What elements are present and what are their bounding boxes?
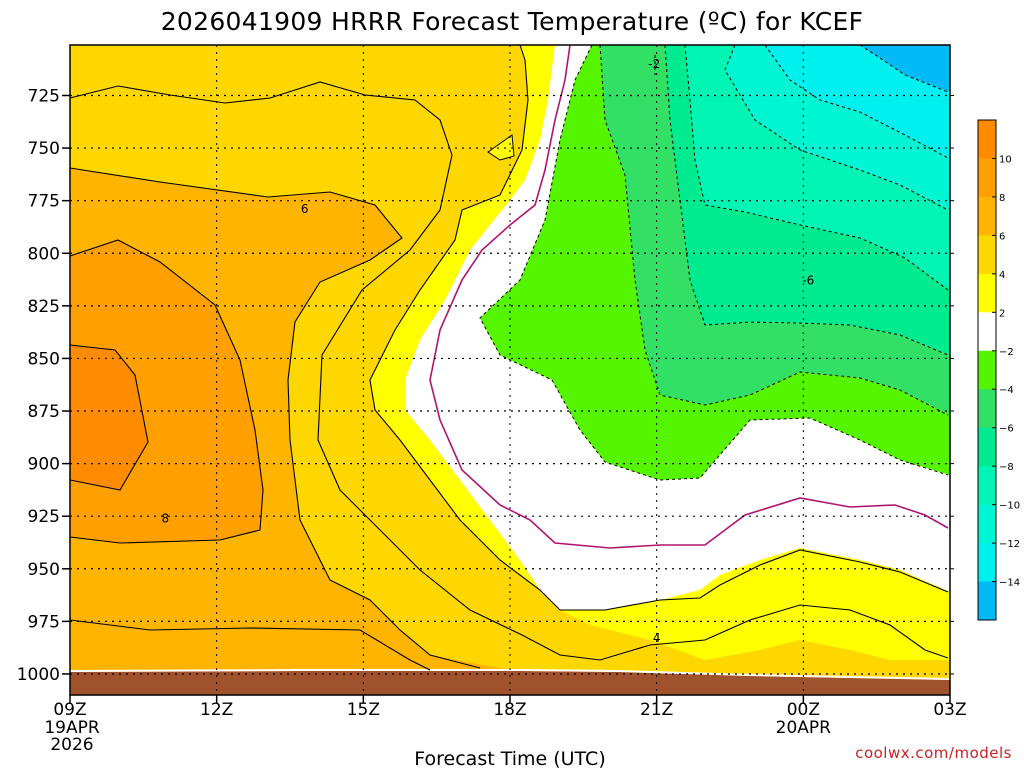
x-tick-label: 12Z <box>200 700 233 720</box>
contour-label: 6 <box>301 202 309 216</box>
colorbar-label: 6 <box>999 231 1005 242</box>
band-warm-2 <box>370 45 950 660</box>
band-warm-2-blob <box>487 134 515 161</box>
band-zero <box>405 45 950 610</box>
x-tick-label: 21Z <box>640 700 673 720</box>
contour-minus-4 <box>599 44 949 416</box>
x-axis-label: Forecast Time (UTC) <box>414 748 605 768</box>
colorbar-swatch <box>978 504 996 544</box>
contour-minus-10 <box>724 44 949 211</box>
contour-label: -6 <box>802 274 814 288</box>
band-cold-8 <box>685 45 950 290</box>
colorbar-swatch <box>978 273 996 313</box>
terrain-edge <box>69 669 951 680</box>
x-tick-sublabel: 2026 <box>50 735 93 755</box>
colorbar-border <box>977 119 997 621</box>
y-tick-label: 775 <box>28 192 60 212</box>
plot-area: 6 8 4 -6 -2 <box>69 44 951 696</box>
colorbar-label: −2 <box>999 347 1014 358</box>
colorbar-label: 2 <box>999 308 1005 319</box>
contour-label: -2 <box>648 57 660 71</box>
y-tick-label: 850 <box>28 349 60 369</box>
colorbar-swatch <box>978 466 996 506</box>
colorbar-label: −8 <box>999 462 1014 473</box>
y-tick-label: 925 <box>28 507 60 527</box>
contour-lines <box>69 44 949 671</box>
colorbar-label: −4 <box>999 385 1014 396</box>
band-cold-12 <box>765 45 950 158</box>
x-tick-label: 00Z <box>787 700 820 720</box>
x-tick-label: 15Z <box>347 700 380 720</box>
colorbar-swatch <box>978 389 996 429</box>
band-cold-4 <box>600 45 950 415</box>
colorbar-swatch <box>978 158 996 198</box>
colorbar-swatch <box>978 120 996 159</box>
band-warm-10 <box>70 345 148 490</box>
colorbar-swatch <box>978 427 996 467</box>
contour-plus-10 <box>69 344 149 491</box>
contour-plus-6-lower <box>69 619 431 671</box>
contour-cold-lines <box>479 44 949 481</box>
y-tick-label: 800 <box>28 244 60 264</box>
y-tick-label: 750 <box>28 139 60 159</box>
colorbar-label: −10 <box>999 501 1020 512</box>
y-tick-label: 825 <box>28 297 60 317</box>
colorbar-swatch <box>978 235 996 275</box>
y-tick-label: 1000 <box>17 665 60 685</box>
y-tick-label: 900 <box>28 455 60 475</box>
colorbar-label: −12 <box>999 539 1020 550</box>
y-tick-label: 975 <box>28 612 60 632</box>
x-tick-label: 03Z <box>933 700 966 720</box>
band-cold-6 <box>665 45 950 355</box>
y-tick-label: 950 <box>28 560 60 580</box>
colorbar-swatch <box>978 196 996 236</box>
contour-minus-14 <box>859 44 949 93</box>
contour-labels: 6 8 4 -6 -2 <box>162 57 815 645</box>
colorbar-label: 8 <box>999 193 1005 204</box>
y-tick-label: 725 <box>28 86 60 106</box>
contour-plus-8 <box>69 239 264 544</box>
colorbar-label: 4 <box>999 270 1005 281</box>
colorbar-swatch <box>978 543 996 583</box>
colorbar: 10 8 6 4 2 −2 −4 −6 −8 −10 −12 −14 <box>977 119 1020 621</box>
y-tick-label: 875 <box>28 402 60 422</box>
chart-title: 2026041909 HRRR Forecast Temperature (ºC… <box>161 7 864 36</box>
contour-plus-4 <box>69 81 949 661</box>
x-tick-sublabel: 20APR <box>776 718 832 738</box>
colorbar-swatch <box>978 350 996 390</box>
colorbar-label: −6 <box>999 424 1014 435</box>
contour-label: 4 <box>653 631 661 645</box>
contour-plus-2 <box>369 44 949 611</box>
x-tick-sublabel: 19APR <box>44 718 100 738</box>
credit-text: coolwx.com/models <box>855 744 1012 762</box>
band-cold-2 <box>480 45 950 480</box>
colorbar-swatch <box>978 581 996 621</box>
x-tick-label: 18Z <box>493 700 526 720</box>
band-cold-10 <box>725 45 950 210</box>
colorbar-label: −14 <box>999 578 1020 589</box>
band-warm-6b <box>70 620 430 672</box>
colorbar-label: 10 <box>999 154 1012 165</box>
contour-plus-6 <box>69 167 481 669</box>
colorbar-swatch <box>978 312 996 352</box>
contour-minus-2 <box>479 44 949 481</box>
band-cold-14 <box>860 45 950 92</box>
y-axis: 725 750 775 800 825 850 875 900 925 950 975 1000 <box>17 86 954 685</box>
contour-label: 8 <box>162 511 170 525</box>
x-tick-label: 09Z <box>53 700 86 720</box>
contour-minus-6 <box>664 44 949 356</box>
contour-zero <box>429 44 949 549</box>
